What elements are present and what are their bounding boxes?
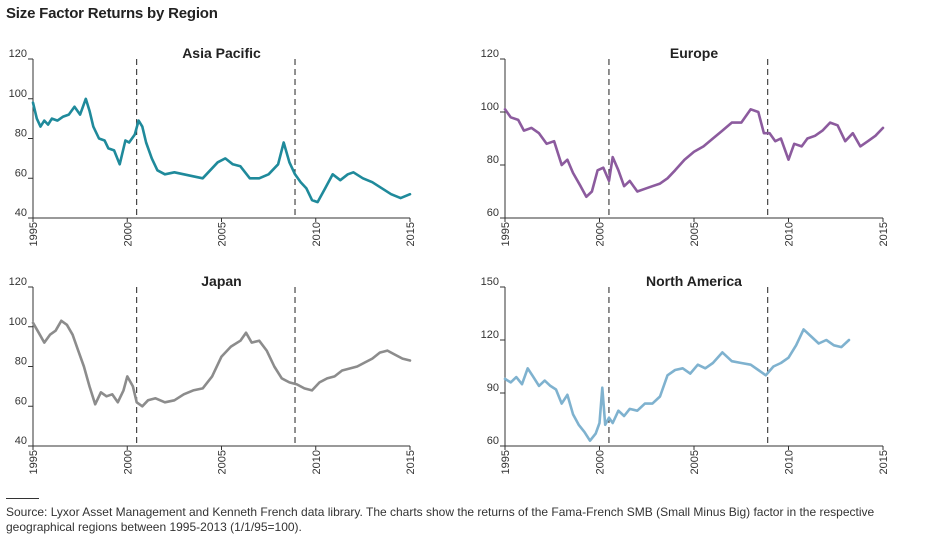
europe-x-tick-label: 1995 — [500, 222, 512, 246]
asia-pacific-title: Asia Pacific — [182, 45, 261, 61]
europe-y-tick-label: 100 — [481, 101, 499, 113]
europe-series-line — [503, 108, 885, 199]
page-title: Size Factor Returns by Region — [6, 5, 218, 22]
asia-pacific-y-tick-label: 100 — [9, 88, 27, 100]
europe-x-tick-label: 2010 — [784, 222, 796, 246]
japan-x-tick-label: 2015 — [405, 450, 417, 474]
europe-y-tick-label: 60 — [487, 207, 499, 219]
asia-pacific-x-tick-label: 2000 — [122, 222, 134, 246]
japan-y-tick-label: 100 — [9, 316, 27, 328]
asia-pacific-x-tick-label: 2010 — [311, 222, 323, 246]
asia-pacific-x-tick-label: 2015 — [405, 222, 417, 246]
europe-x-tick-label: 2000 — [595, 222, 607, 246]
asia-pacific-y-tick-label: 60 — [15, 167, 27, 179]
europe-x-tick-label: 2015 — [878, 222, 890, 246]
north-america-x-tick-label: 1995 — [500, 450, 512, 474]
europe-x-tick-label: 2005 — [689, 222, 701, 246]
north-america-x-tick-label: 2015 — [878, 450, 890, 474]
japan-y-tick-label: 40 — [15, 435, 27, 447]
japan-title: Japan — [201, 273, 241, 289]
north-america-series-line — [503, 328, 851, 443]
north-america-y-tick-label: 60 — [487, 435, 499, 447]
asia-pacific-series-line — [31, 97, 412, 204]
north-america-title: North America — [646, 273, 742, 289]
japan-x-tick-label: 1995 — [28, 450, 40, 474]
north-america-y-tick-label: 150 — [481, 276, 499, 288]
asia-pacific-y-tick-label: 40 — [15, 207, 27, 219]
north-america-x-tick-label: 2000 — [595, 450, 607, 474]
asia-pacific-x-tick-label: 1995 — [28, 222, 40, 246]
north-america-x-tick-label: 2010 — [784, 450, 796, 474]
asia-pacific-x-tick-label: 2005 — [217, 222, 229, 246]
japan-y-tick-label: 120 — [9, 276, 27, 288]
source-note: Source: Lyxor Asset Management and Kenne… — [6, 505, 875, 534]
north-america-y-tick-label: 120 — [481, 329, 499, 341]
north-america-y-tick-label: 90 — [487, 382, 499, 394]
japan-x-tick-label: 2000 — [122, 450, 134, 474]
north-america-x-tick-label: 2005 — [689, 450, 701, 474]
source-divider — [6, 498, 39, 499]
asia-pacific-y-tick-label: 120 — [9, 48, 27, 60]
japan-x-tick-label: 2005 — [217, 450, 229, 474]
asia-pacific-y-tick-label: 80 — [15, 128, 27, 140]
japan-y-tick-label: 80 — [15, 356, 27, 368]
japan-series-line — [31, 319, 412, 408]
europe-y-tick-label: 120 — [481, 48, 499, 60]
europe-y-tick-label: 80 — [487, 154, 499, 166]
europe-title: Europe — [670, 45, 718, 61]
japan-y-tick-label: 60 — [15, 395, 27, 407]
japan-x-tick-label: 2010 — [311, 450, 323, 474]
